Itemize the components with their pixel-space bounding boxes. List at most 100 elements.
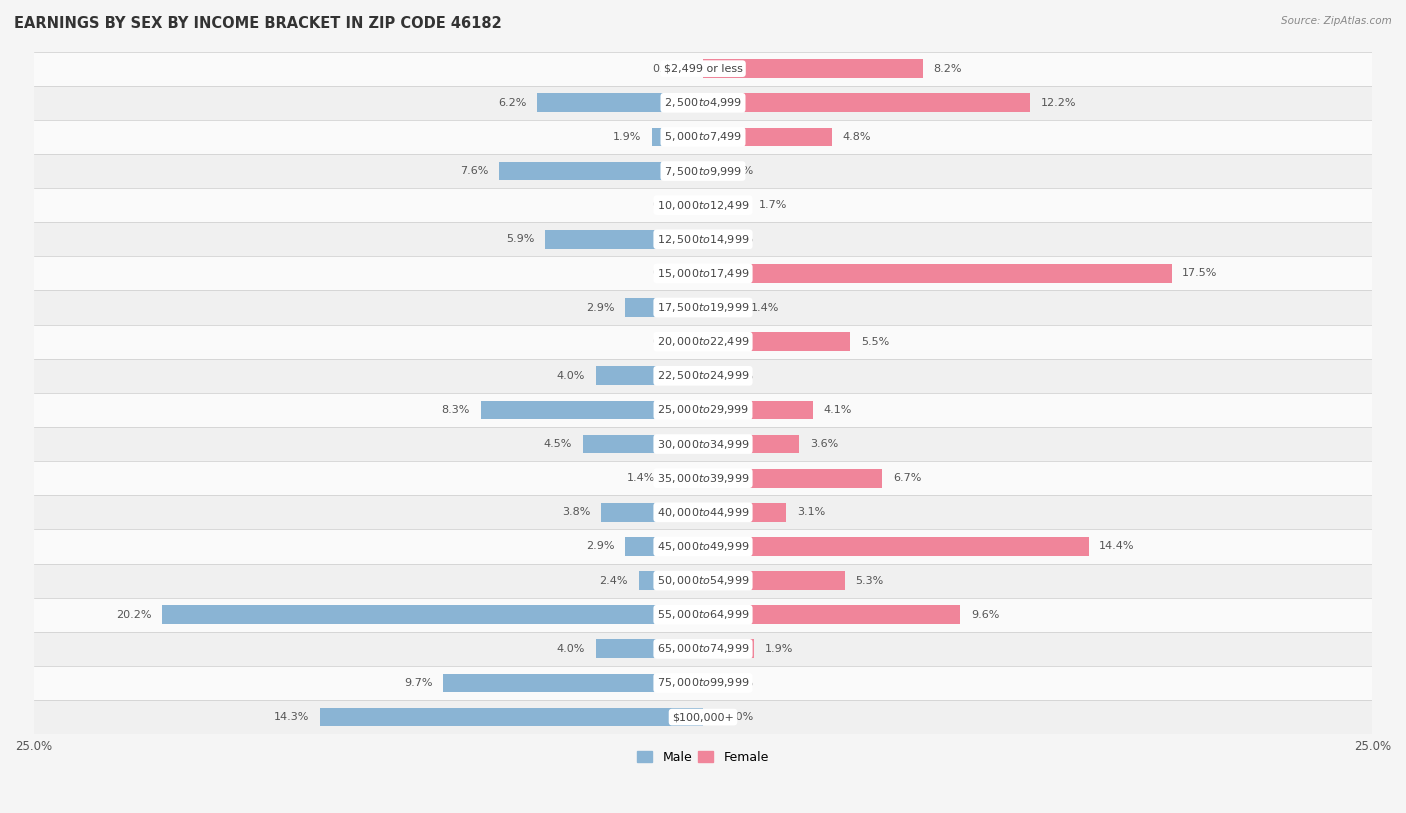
Text: 1.4%: 1.4% — [627, 473, 655, 483]
Text: $10,000 to $12,499: $10,000 to $12,499 — [657, 198, 749, 211]
Bar — [321, 708, 703, 727]
Bar — [703, 196, 748, 215]
Text: $55,000 to $64,999: $55,000 to $64,999 — [657, 608, 749, 621]
Bar — [703, 401, 813, 420]
Bar — [34, 495, 1372, 529]
Bar — [703, 606, 960, 624]
Text: 12.2%: 12.2% — [1040, 98, 1076, 108]
Text: 2.9%: 2.9% — [586, 302, 614, 312]
Bar — [703, 59, 922, 78]
Bar — [582, 435, 703, 454]
Bar — [703, 93, 1029, 112]
Text: $65,000 to $74,999: $65,000 to $74,999 — [657, 642, 749, 655]
Bar — [626, 537, 703, 556]
Text: 0.0%: 0.0% — [725, 166, 754, 176]
Text: $7,500 to $9,999: $7,500 to $9,999 — [664, 164, 742, 177]
Bar — [34, 529, 1372, 563]
Text: 5.3%: 5.3% — [856, 576, 884, 585]
Text: 4.1%: 4.1% — [824, 405, 852, 415]
Text: 0.0%: 0.0% — [652, 200, 681, 211]
Text: 6.2%: 6.2% — [498, 98, 526, 108]
Text: $22,500 to $24,999: $22,500 to $24,999 — [657, 369, 749, 382]
Text: 0.0%: 0.0% — [725, 712, 754, 722]
Bar — [34, 598, 1372, 632]
Bar — [546, 230, 703, 249]
Text: 0.0%: 0.0% — [652, 63, 681, 74]
Text: $50,000 to $54,999: $50,000 to $54,999 — [657, 574, 749, 587]
Text: $75,000 to $99,999: $75,000 to $99,999 — [657, 676, 749, 689]
Text: 17.5%: 17.5% — [1182, 268, 1218, 278]
Text: 7.6%: 7.6% — [460, 166, 489, 176]
Text: 4.8%: 4.8% — [842, 132, 870, 142]
Bar — [703, 537, 1088, 556]
Text: $40,000 to $44,999: $40,000 to $44,999 — [657, 506, 749, 519]
Bar — [34, 427, 1372, 461]
Bar — [703, 264, 1171, 283]
Text: 5.5%: 5.5% — [860, 337, 889, 346]
Text: EARNINGS BY SEX BY INCOME BRACKET IN ZIP CODE 46182: EARNINGS BY SEX BY INCOME BRACKET IN ZIP… — [14, 16, 502, 31]
Text: $15,000 to $17,499: $15,000 to $17,499 — [657, 267, 749, 280]
Bar — [703, 435, 800, 454]
Bar — [596, 367, 703, 385]
Bar — [703, 572, 845, 590]
Text: 14.4%: 14.4% — [1099, 541, 1135, 551]
Text: $45,000 to $49,999: $45,000 to $49,999 — [657, 540, 749, 553]
Text: $100,000+: $100,000+ — [672, 712, 734, 722]
Bar — [34, 632, 1372, 666]
Text: 0.0%: 0.0% — [652, 337, 681, 346]
Bar — [34, 51, 1372, 85]
Bar — [34, 188, 1372, 222]
Text: $2,500 to $4,999: $2,500 to $4,999 — [664, 96, 742, 109]
Text: 3.6%: 3.6% — [810, 439, 838, 449]
Bar — [34, 324, 1372, 359]
Bar — [665, 469, 703, 488]
Text: 2.4%: 2.4% — [599, 576, 628, 585]
Bar — [34, 393, 1372, 427]
Text: 0.0%: 0.0% — [725, 678, 754, 688]
Bar — [703, 298, 741, 317]
Bar — [34, 85, 1372, 120]
Text: 20.2%: 20.2% — [115, 610, 152, 620]
Text: 0.0%: 0.0% — [725, 371, 754, 380]
Text: 1.9%: 1.9% — [613, 132, 641, 142]
Text: 2.9%: 2.9% — [586, 541, 614, 551]
Text: $30,000 to $34,999: $30,000 to $34,999 — [657, 437, 749, 450]
Text: 4.0%: 4.0% — [557, 371, 585, 380]
Bar — [596, 640, 703, 659]
Bar — [34, 290, 1372, 324]
Text: $20,000 to $22,499: $20,000 to $22,499 — [657, 335, 749, 348]
Bar — [34, 256, 1372, 290]
Text: 9.6%: 9.6% — [970, 610, 1000, 620]
Text: $17,500 to $19,999: $17,500 to $19,999 — [657, 301, 749, 314]
Bar — [34, 222, 1372, 256]
Bar — [499, 162, 703, 180]
Text: 5.9%: 5.9% — [506, 234, 534, 244]
Text: 6.7%: 6.7% — [893, 473, 921, 483]
Bar — [34, 359, 1372, 393]
Bar — [652, 128, 703, 146]
Bar — [481, 401, 703, 420]
Text: 1.9%: 1.9% — [765, 644, 793, 654]
Bar — [703, 469, 883, 488]
Text: 0.0%: 0.0% — [725, 234, 754, 244]
Text: 4.0%: 4.0% — [557, 644, 585, 654]
Text: 3.1%: 3.1% — [797, 507, 825, 517]
Bar — [537, 93, 703, 112]
Bar — [443, 674, 703, 693]
Bar — [703, 503, 786, 522]
Bar — [703, 128, 831, 146]
Bar — [703, 333, 851, 351]
Text: 3.8%: 3.8% — [562, 507, 591, 517]
Bar — [703, 640, 754, 659]
Text: $12,500 to $14,999: $12,500 to $14,999 — [657, 233, 749, 246]
Text: $5,000 to $7,499: $5,000 to $7,499 — [664, 130, 742, 143]
Bar — [162, 606, 703, 624]
Bar — [626, 298, 703, 317]
Text: 8.2%: 8.2% — [934, 63, 962, 74]
Bar — [34, 461, 1372, 495]
Text: Source: ZipAtlas.com: Source: ZipAtlas.com — [1281, 16, 1392, 26]
Text: 1.7%: 1.7% — [759, 200, 787, 211]
Text: $25,000 to $29,999: $25,000 to $29,999 — [657, 403, 749, 416]
Bar — [34, 563, 1372, 598]
Text: $35,000 to $39,999: $35,000 to $39,999 — [657, 472, 749, 485]
